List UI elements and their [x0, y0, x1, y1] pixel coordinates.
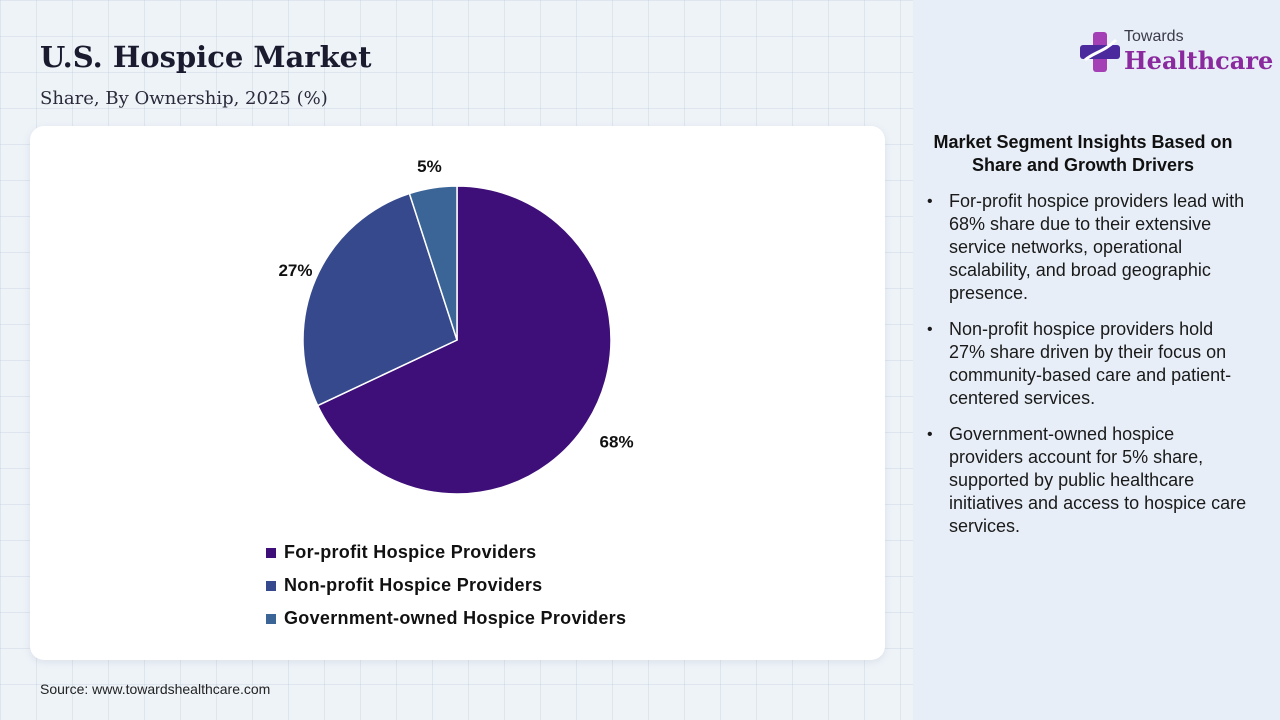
brand-logo[interactable]: Towards Healthcare [1080, 26, 1273, 82]
insights-title: Market Segment Insights Based on Share a… [933, 132, 1233, 175]
page-title: U.S. Hospice Market [40, 40, 372, 74]
pie-slice-for-profit [316, 185, 612, 495]
medical-cross-icon [1080, 32, 1120, 72]
legend-swatch [266, 547, 276, 558]
data-label-government-owned: 5% [417, 157, 442, 176]
legend-swatch [266, 580, 276, 591]
legend-label: For-profit Hospice Providers [284, 542, 537, 562]
legend-label: Government-owned Hospice Providers [284, 608, 627, 628]
source-note: Source: www.towardshealthcare.com [40, 681, 271, 697]
legend-label: Non-profit Hospice Providers [284, 575, 543, 595]
pie-slice-non-profit [302, 192, 458, 407]
chart-card: 68% 27% 5% For-profit Hospice Providers Non… [30, 126, 885, 660]
legend-item-for-profit: For-profit Hospice Providers [266, 536, 626, 569]
insight-item: Non-profit hospice providers hold 27% sh… [927, 318, 1247, 410]
data-label-non-profit: 27% [278, 261, 312, 280]
legend-swatch [266, 613, 276, 624]
page-subtitle: Share, By Ownership, 2025 (%) [40, 88, 328, 109]
chart-legend: For-profit Hospice Providers Non-profit H… [266, 536, 626, 635]
pie-slice-government-owned [408, 185, 458, 341]
pie-chart: 68% 27% 5% [278, 157, 634, 495]
insights-list: For-profit hospice providers lead with 6… [927, 190, 1247, 551]
data-label-for-profit: 68% [600, 432, 634, 451]
logo-top-text: Towards [1124, 28, 1184, 45]
legend-item-government-owned: Government-owned Hospice Providers [266, 602, 626, 635]
insight-item: For-profit hospice providers lead with 6… [927, 190, 1247, 305]
logo-main-text: Healthcare [1124, 46, 1274, 75]
insight-item: Government-owned hospice providers accou… [927, 423, 1247, 538]
legend-item-non-profit: Non-profit Hospice Providers [266, 569, 626, 602]
insights-panel: Towards Healthcare Market Segment Insigh… [913, 0, 1280, 720]
